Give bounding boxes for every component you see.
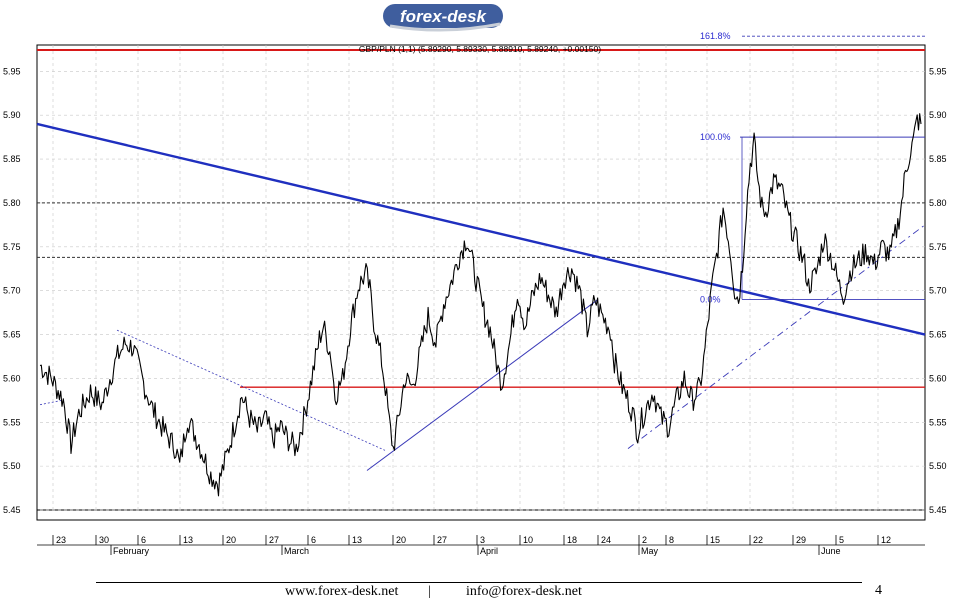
footer-email[interactable]: info@forex-desk.net [466,584,582,599]
logo-swoosh [389,22,501,32]
x-day-label: 22 [753,535,763,545]
y-tick-label-right: 5.50 [929,461,947,471]
y-tick-label-right: 5.75 [929,242,947,252]
y-tick-label-left: 5.95 [3,66,21,76]
y-tick-label-left: 5.45 [3,505,21,515]
x-day-label: 13 [183,535,193,545]
x-axis: 23 30 6 13 20 27 6 13 20 27 3 10 18 24 2 8 15 22 29 5 12 Febr… [37,535,925,556]
x-day-label: 20 [226,535,236,545]
x-day-label: 6 [311,535,316,545]
x-day-label: 13 [352,535,362,545]
fib-level-label: 161.8% [700,31,731,41]
chart-title: GBP/PLN (1,1) (5.89290, 5.89330, 5.88910… [359,44,601,54]
x-day-label: 20 [396,535,406,545]
logo-badge [383,4,503,28]
y-tick-label-left: 5.55 [3,417,21,427]
footer-website[interactable]: www.forex-desk.net [285,584,399,599]
y-tick-label-left: 5.85 [3,154,21,164]
y-tick-label-right: 5.65 [929,330,947,340]
y-tick-label-right: 5.55 [929,417,947,427]
rising-support-line [366,299,599,471]
y-tick-label-right: 5.60 [929,373,947,383]
y-tick-label-right: 5.45 [929,505,947,515]
logo-text: forex-desk [400,7,488,26]
x-day-label: 24 [601,535,611,545]
footer-separator: | [428,584,431,599]
y-tick-label-left: 5.90 [3,110,21,120]
y-axis-ticks: 5.95 5.95 5.90 5.90 5.85 5.85 5.80 5.80 5.75 5.75… [3,66,947,515]
x-day-label: 12 [881,535,891,545]
y-tick-label-right: 5.95 [929,66,947,76]
y-tick-label-right: 5.85 [929,154,947,164]
page-number: 4 [875,583,882,598]
fib-level-label: 100.0% [700,132,731,142]
x-day-label: 10 [523,535,533,545]
x-day-label: 27 [269,535,279,545]
x-day-label: 30 [99,535,109,545]
x-day-label: 5 [839,535,844,545]
x-month-label: February [113,546,150,556]
x-month-label: June [821,546,841,556]
y-tick-label-right: 5.90 [929,110,947,120]
x-day-label: 3 [480,535,485,545]
y-tick-label-left: 5.65 [3,330,21,340]
x-day-label: 2 [642,535,647,545]
plot-frame [36,44,926,521]
x-day-label: 27 [437,535,447,545]
y-tick-label-right: 5.70 [929,286,947,296]
x-day-label: 8 [669,535,674,545]
x-month-label: March [284,546,309,556]
annotation-layer: 161.8%100.0%0.0% [36,31,926,471]
y-tick-label-right: 5.80 [929,198,947,208]
y-tick-label-left: 5.50 [3,461,21,471]
x-day-label: 29 [796,535,806,545]
x-day-label: 23 [56,535,66,545]
x-day-label: 15 [710,535,720,545]
price-series-line [39,113,922,497]
y-tick-label-left: 5.75 [3,242,21,252]
y-tick-label-left: 5.80 [3,198,21,208]
x-month-label: May [641,546,659,556]
channel-line-upper [116,329,386,451]
header-logo: forex-desk [383,4,503,32]
footer-rule [96,582,862,583]
price-layer [39,113,922,497]
y-tick-label-left: 5.60 [3,373,21,383]
x-month-label: April [480,546,498,556]
x-day-label: 18 [567,535,577,545]
x-day-label: 6 [141,535,146,545]
y-tick-label-left: 5.70 [3,286,21,296]
